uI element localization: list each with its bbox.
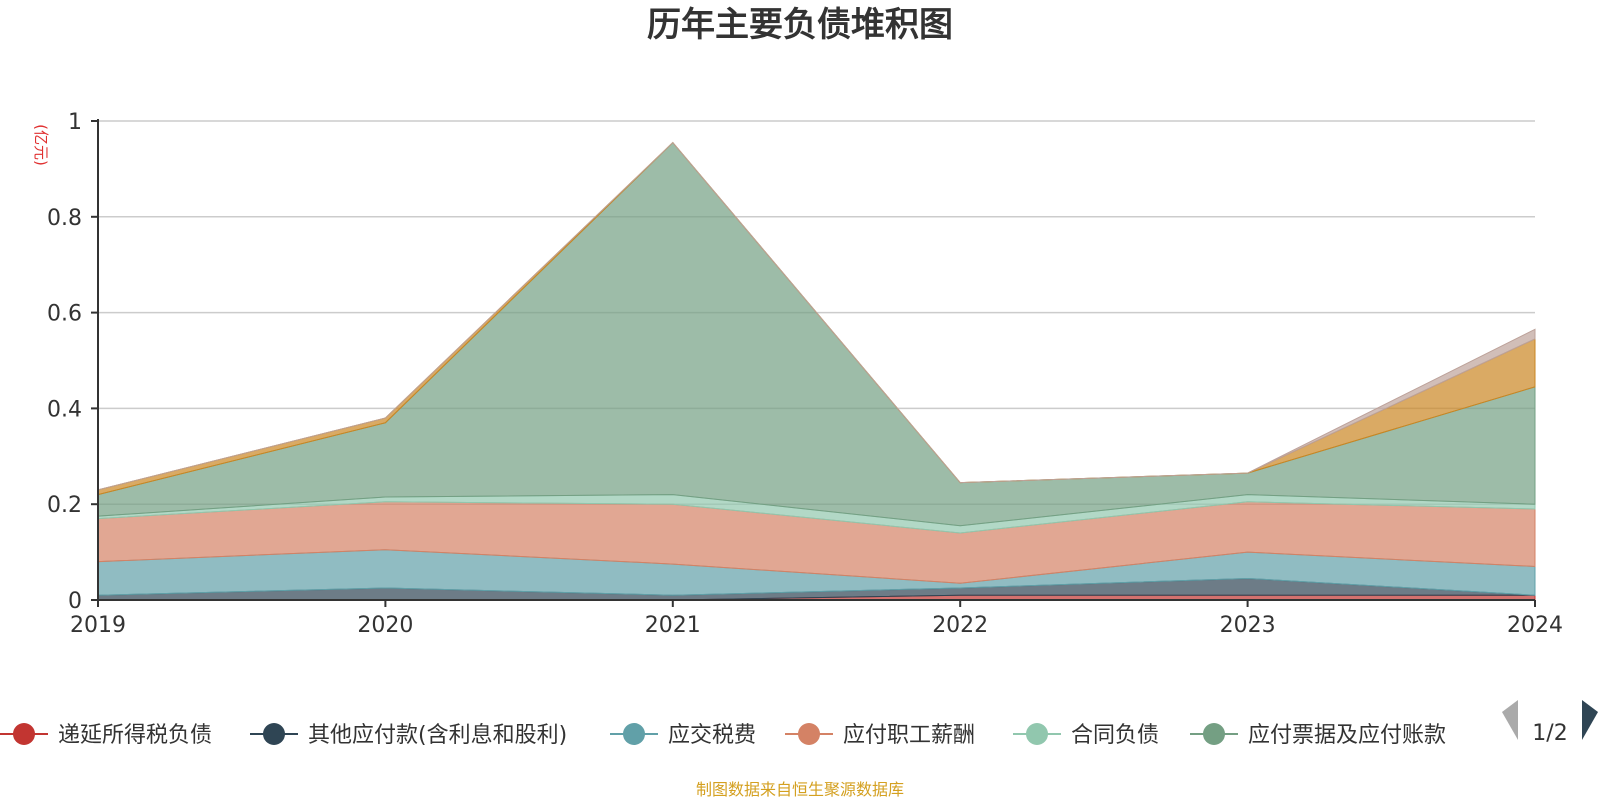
legend-prev-icon[interactable] [1502,700,1518,740]
legend-item[interactable]: 应交税费 [610,723,756,748]
area-series-8 [97,141,1536,491]
y-tick-label: 0.8 [47,206,82,231]
legend-item[interactable]: 合同负债 [1013,723,1159,748]
legend-marker-icon [1026,723,1048,745]
x-tick-label: 2021 [645,613,701,638]
legend-label: 应付职工薪酬 [843,723,975,748]
legend-item[interactable]: 递延所得税负债 [0,723,212,748]
legend-label: 合同负债 [1071,723,1159,748]
legend-marker-icon [13,723,35,745]
x-tick-label: 2022 [932,613,988,638]
x-axis-ticks: 2019 2020 2021 2022 2023 2024 [70,600,1563,638]
x-tick-label: 2024 [1507,613,1563,638]
y-tick-label: 0.6 [47,302,82,327]
legend-item[interactable]: 其他应付款(含利息和股利) [250,723,567,748]
legend-page-indicator: 1/2 [1532,721,1567,746]
y-tick-label: 0.4 [47,397,82,422]
axes [97,119,1535,601]
x-tick-label: 2023 [1220,613,1276,638]
x-tick-label: 2019 [70,613,126,638]
data-source-note: 制图数据来自恒生聚源数据库 [696,780,904,799]
chart-title: 历年主要负债堆积图 [647,5,953,45]
legend-item[interactable]: 应付职工薪酬 [785,723,975,748]
legend-marker-icon [798,723,820,745]
legend-item[interactable]: 应付票据及应付账款 [1190,723,1446,748]
x-tick-label: 2020 [357,613,413,638]
legend-pager: 1/2 [1502,700,1598,746]
legend-marker-icon [623,723,645,745]
legend-marker-icon [263,723,285,745]
legend: 递延所得税负债 其他应付款(含利息和股利) 应交税费 应付职工薪酬 合同负债 应付票据及应… [0,723,1446,748]
stacked-areas [97,141,1536,601]
legend-label: 应付票据及应付账款 [1248,723,1446,748]
y-tick-label: 1 [68,110,82,135]
y-axis-ticks: 0 0.2 0.4 0.6 0.8 1 [47,110,98,614]
legend-label: 其他应付款(含利息和股利) [308,723,567,748]
legend-next-icon[interactable] [1582,700,1598,740]
y-axis-unit: (亿元) [32,124,50,166]
legend-label: 应交税费 [668,723,756,748]
legend-marker-icon [1203,723,1225,745]
legend-label: 递延所得税负债 [58,723,212,748]
y-tick-label: 0.2 [47,493,82,518]
y-tick-label: 0 [68,589,82,614]
area-series-6 [97,141,1536,527]
